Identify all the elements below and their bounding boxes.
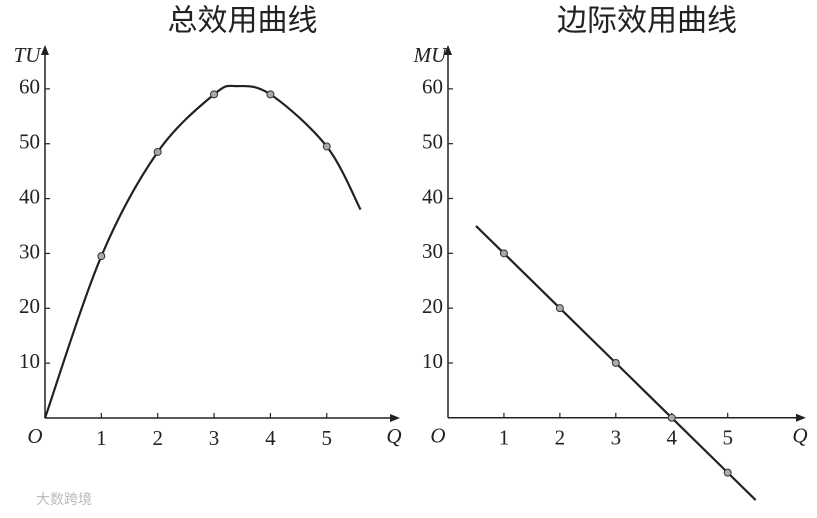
y-tick-label: 40 xyxy=(422,184,443,208)
y-tick-label: 50 xyxy=(19,130,40,154)
data-point xyxy=(322,142,331,151)
utility-curve xyxy=(43,84,362,419)
y-tick-label: 30 xyxy=(422,239,443,263)
y-axis-arrow xyxy=(444,45,452,55)
x-tick-label: 1 xyxy=(499,426,510,450)
y-axis-arrow xyxy=(41,45,49,55)
data-point xyxy=(555,304,564,313)
x-tick-label: 2 xyxy=(152,426,163,450)
data-point xyxy=(611,358,620,367)
chart-title: 边际效用曲线 xyxy=(557,4,737,39)
data-point xyxy=(667,413,676,422)
y-tick-label: 10 xyxy=(422,349,443,373)
y-tick-label: 30 xyxy=(19,239,40,263)
y-tick-label: 20 xyxy=(422,294,443,318)
x-tick-label: 3 xyxy=(209,426,220,450)
x-tick-label: 5 xyxy=(722,426,733,450)
x-axis-arrow xyxy=(796,413,806,422)
data-point xyxy=(499,249,508,258)
y-tick-label: 10 xyxy=(19,349,40,373)
x-tick-label: 4 xyxy=(265,426,276,450)
data-point xyxy=(210,90,219,99)
x-axis-arrow xyxy=(390,414,400,422)
y-tick-label: 60 xyxy=(19,75,40,99)
y-axis-label: MU xyxy=(413,43,448,67)
x-tick-label: 5 xyxy=(321,426,332,450)
y-tick-label: 60 xyxy=(422,75,443,99)
data-point xyxy=(723,468,732,477)
origin-label: O xyxy=(430,424,445,448)
x-axis-label: Q xyxy=(386,424,401,448)
watermark: 大数跨境 xyxy=(36,492,92,508)
x-tick-label: 1 xyxy=(96,426,107,450)
y-tick-label: 40 xyxy=(19,184,40,208)
data-point xyxy=(153,147,162,156)
x-tick-label: 4 xyxy=(667,426,678,450)
x-tick-label: 3 xyxy=(611,426,622,450)
x-tick-label: 2 xyxy=(555,426,566,450)
y-tick-label: 50 xyxy=(422,129,443,153)
origin-label: O xyxy=(27,424,42,448)
y-axis-label: TU xyxy=(14,43,43,67)
data-point xyxy=(97,252,106,261)
x-axis-label: Q xyxy=(792,424,807,448)
y-tick-label: 20 xyxy=(19,294,40,318)
data-point xyxy=(266,90,275,99)
chart-title: 总效用曲线 xyxy=(168,4,318,39)
